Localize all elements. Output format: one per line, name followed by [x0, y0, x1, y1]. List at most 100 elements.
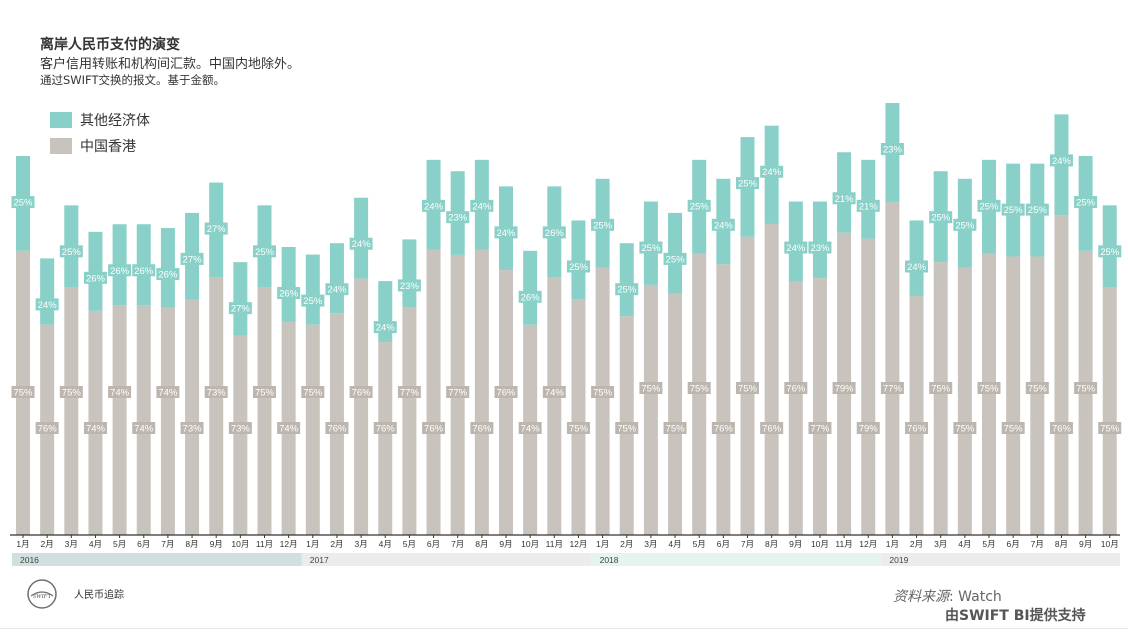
bar-others-6 [160, 228, 175, 308]
x-tick-label-5: 6月 [137, 539, 150, 549]
x-tick-label-7: 8月 [185, 539, 198, 549]
bar-others-9 [233, 262, 248, 336]
x-tick-label-36: 1月 [886, 539, 899, 549]
label-hk-4-bg [108, 386, 132, 398]
label-others-44-bg [1074, 196, 1098, 209]
label-others-27: 25% [666, 254, 686, 265]
x-tick-label-38: 3月 [934, 539, 947, 549]
bar-hk-6 [160, 307, 175, 535]
label-hk-40-bg [977, 382, 1001, 394]
label-others-12: 25% [303, 296, 323, 307]
label-hk-16-bg [397, 386, 421, 398]
label-hk-15: 76% [376, 424, 396, 435]
label-hk-30-bg [736, 382, 759, 394]
label-hk-5-bg [132, 422, 156, 434]
label-hk-41: 75% [1004, 424, 1024, 435]
label-hk-9-bg [228, 422, 252, 434]
footer-divider [0, 628, 1128, 629]
label-hk-33: 77% [810, 424, 830, 435]
x-tick-label-29: 6月 [717, 539, 730, 549]
label-hk-45-bg [1098, 422, 1122, 434]
label-others-42-bg [1025, 203, 1049, 216]
label-hk-4: 74% [110, 388, 130, 399]
label-others-25: 25% [617, 285, 637, 296]
label-others-8-bg [204, 222, 228, 235]
label-others-29: 24% [714, 220, 734, 231]
bar-hk-22 [547, 277, 562, 535]
x-tick-label-28: 5月 [693, 539, 706, 549]
label-hk-19-bg [470, 422, 494, 434]
x-tick-label-35: 12月 [859, 539, 877, 549]
label-others-14-bg [349, 237, 373, 250]
label-hk-43-bg [1049, 422, 1073, 434]
label-others-13-bg [325, 283, 349, 296]
label-hk-43: 76% [1052, 424, 1072, 435]
label-others-9: 27% [231, 304, 251, 315]
x-tick-label-43: 8月 [1055, 539, 1068, 549]
bar-hk-9 [233, 335, 248, 535]
label-others-2-bg [59, 245, 83, 258]
label-others-43-bg [1049, 154, 1073, 167]
label-others-5: 26% [134, 266, 154, 277]
year-label-2018: 2018 [600, 555, 619, 565]
label-others-6-bg [156, 268, 180, 281]
label-hk-16: 77% [400, 388, 420, 399]
label-others-39-bg [953, 218, 977, 231]
x-tick-label-12: 1月 [306, 539, 319, 549]
label-hk-0: 75% [13, 388, 33, 399]
label-hk-6-bg [156, 386, 180, 398]
label-others-17-bg [422, 199, 446, 212]
label-others-3: 26% [86, 273, 106, 284]
bar-hk-42 [1030, 256, 1045, 535]
x-tick-label-30: 7月 [741, 539, 754, 549]
x-tick-label-37: 2月 [910, 539, 923, 549]
source-value: Watch [958, 589, 1002, 605]
label-hk-36: 77% [883, 384, 903, 395]
label-hk-45: 75% [1100, 424, 1120, 435]
x-tick-label-18: 7月 [451, 539, 464, 549]
label-hk-13: 76% [327, 424, 347, 435]
bar-hk-39 [957, 267, 972, 535]
year-label-2016: 2016 [20, 555, 39, 565]
label-hk-44-bg [1074, 382, 1098, 394]
bar-hk-10 [257, 287, 272, 535]
label-hk-23-bg [566, 422, 590, 434]
label-others-25-bg [615, 283, 639, 296]
x-tick-label-22: 11月 [546, 539, 563, 549]
label-hk-35: 79% [859, 424, 879, 435]
x-tick-label-19: 8月 [475, 539, 488, 549]
x-tick-label-6: 7月 [161, 539, 174, 549]
label-others-22-bg [542, 226, 566, 239]
label-others-24: 25% [593, 220, 613, 231]
label-hk-38-bg [929, 382, 953, 394]
bar-hk-5 [136, 305, 151, 535]
label-others-34: 21% [835, 194, 855, 205]
label-others-23: 25% [569, 262, 589, 273]
bar-hk-28 [692, 253, 707, 535]
x-tick-label-32: 9月 [789, 539, 802, 549]
label-others-35: 21% [859, 201, 879, 212]
bar-hk-19 [474, 249, 489, 535]
source-label: 资料来源 [893, 589, 949, 605]
bar-hk-43 [1054, 215, 1069, 535]
label-hk-32: 76% [786, 384, 806, 395]
swift-logo-icon: SWIFT [27, 579, 57, 609]
bar-others-37 [909, 220, 924, 296]
legend-label-others: 其他经济体 [80, 113, 150, 129]
bar-hk-14 [354, 278, 369, 535]
label-hk-37-bg [905, 422, 929, 434]
label-others-34-bg [832, 192, 856, 205]
legend-item-others: 其他经济体 [50, 108, 150, 132]
bar-others-35 [861, 159, 876, 239]
label-others-19: 24% [472, 201, 492, 212]
label-others-18-bg [446, 211, 470, 224]
bar-hk-27 [668, 293, 683, 535]
x-tick-label-40: 5月 [982, 539, 995, 549]
year-band-2019 [881, 553, 1120, 566]
x-tick-label-39: 4月 [958, 539, 971, 549]
label-hk-26-bg [639, 382, 663, 394]
bar-others-12 [305, 254, 320, 325]
label-hk-28: 75% [690, 384, 710, 395]
bar-hk-40 [982, 253, 996, 535]
bar-hk-33 [812, 278, 827, 535]
